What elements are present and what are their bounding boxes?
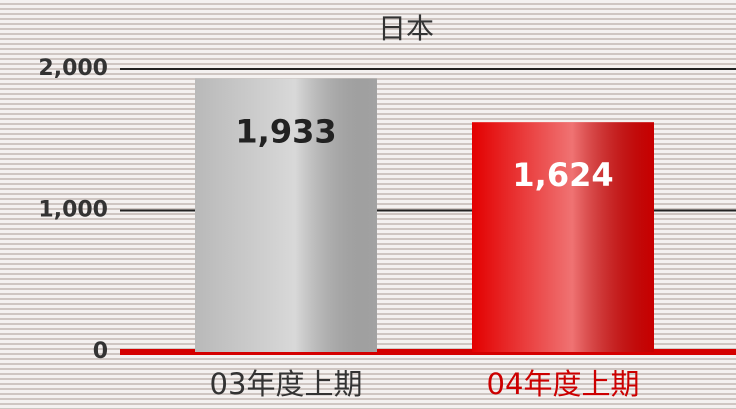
x-tick-label: 04年度上期 [487,367,640,401]
chart: 日本 0 1,000 2,000 1,933 03年度上期 1,624 04年度上期 [0,0,736,409]
y-tick-label: 1,000 [38,198,108,223]
value-label: 1,933 [235,112,336,150]
chart-title: 日本 [378,12,434,45]
page: 日本 0 1,000 2,000 1,933 03年度上期 1,624 04年度上期 [0,0,736,409]
y-tick-label: 0 [93,339,108,364]
y-tick-label: 2,000 [38,56,108,81]
value-label: 1,624 [512,156,613,194]
x-tick-label: 03年度上期 [210,367,363,401]
